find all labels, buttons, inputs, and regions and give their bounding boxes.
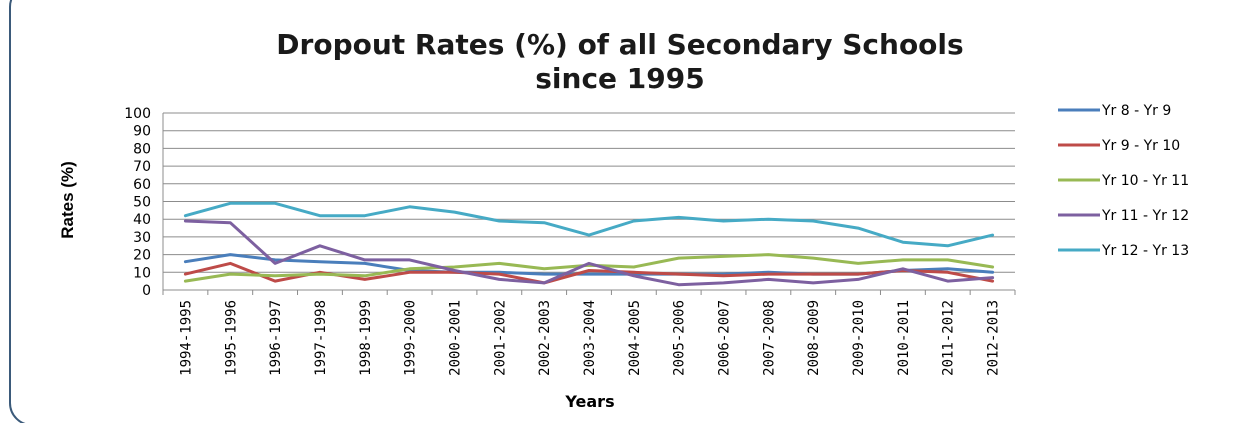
x-tick-label: 2006-2007 <box>717 300 733 376</box>
x-tick-label: 1997-1998 <box>313 300 329 376</box>
series-line-4 <box>183 219 995 287</box>
series-line-3 <box>183 253 995 283</box>
x-tick-label: 2011-2012 <box>941 300 957 376</box>
y-tick-label: 30 <box>133 230 151 246</box>
series-line-2 <box>183 261 995 285</box>
x-tick-label: 2000-2001 <box>447 300 463 376</box>
x-tick-label: 1994-1995 <box>178 300 194 376</box>
y-tick-label: 80 <box>133 141 151 157</box>
chart-title-line-1: Dropout Rates (%) of all Secondary Schoo… <box>276 28 963 61</box>
x-tick-label: 2009-2010 <box>851 300 867 376</box>
axes <box>162 113 1015 291</box>
chart-border <box>9 0 1253 423</box>
x-tick-label: 1996-1997 <box>268 300 284 376</box>
y-tick-label: 10 <box>133 265 151 281</box>
y-tick-label: 90 <box>133 124 151 140</box>
chart-title-line-2: since 1995 <box>535 62 704 95</box>
y-tick-label: 40 <box>133 212 151 228</box>
x-axis-label: Years <box>564 392 614 411</box>
x-tick-label: 1998-1999 <box>358 300 374 376</box>
legend-label: Yr 10 - Yr 11 <box>1101 173 1189 189</box>
x-tick-label: 2008-2009 <box>806 300 822 376</box>
x-tick-label: 1995-1996 <box>223 300 239 376</box>
x-tick-label: 2010-2011 <box>896 300 912 376</box>
x-tick-label: 2001-2002 <box>492 300 508 376</box>
y-tick-label: 0 <box>142 283 151 299</box>
y-tick-label: 70 <box>133 159 151 175</box>
legend-label: Yr 11 - Yr 12 <box>1101 208 1189 224</box>
x-tick-label: 2007-2008 <box>761 300 777 376</box>
x-tick-label: 1999-2000 <box>403 300 419 376</box>
x-tick-label: 2004-2005 <box>627 300 643 376</box>
y-tick-label: 100 <box>124 106 151 122</box>
x-tick-label: 2002-2003 <box>537 300 553 376</box>
y-axis-label: Rates (%) <box>58 161 77 238</box>
legend-label: Yr 12 - Yr 13 <box>1101 243 1189 259</box>
series-line-5 <box>183 201 995 248</box>
series-lines <box>183 201 995 287</box>
legend-label: Yr 8 - Yr 9 <box>1101 103 1171 119</box>
legend-label: Yr 9 - Yr 10 <box>1101 138 1180 154</box>
x-tick-label: 2012-2013 <box>986 300 1002 376</box>
y-tick-label: 50 <box>133 195 151 211</box>
legend: Yr 8 - Yr 9 Yr 9 - Yr 10 Yr 10 - Yr 11 Yr 1… <box>1058 103 1189 259</box>
y-tick-label: 20 <box>133 248 151 264</box>
x-tick-label: 2005-2006 <box>672 300 688 376</box>
x-axis-ticks: 1994-1995 1995-1996 1996-1997 1997-1998 1998… <box>162 290 1016 376</box>
y-tick-label: 60 <box>133 177 151 193</box>
x-tick-label: 2003-2004 <box>582 300 598 376</box>
